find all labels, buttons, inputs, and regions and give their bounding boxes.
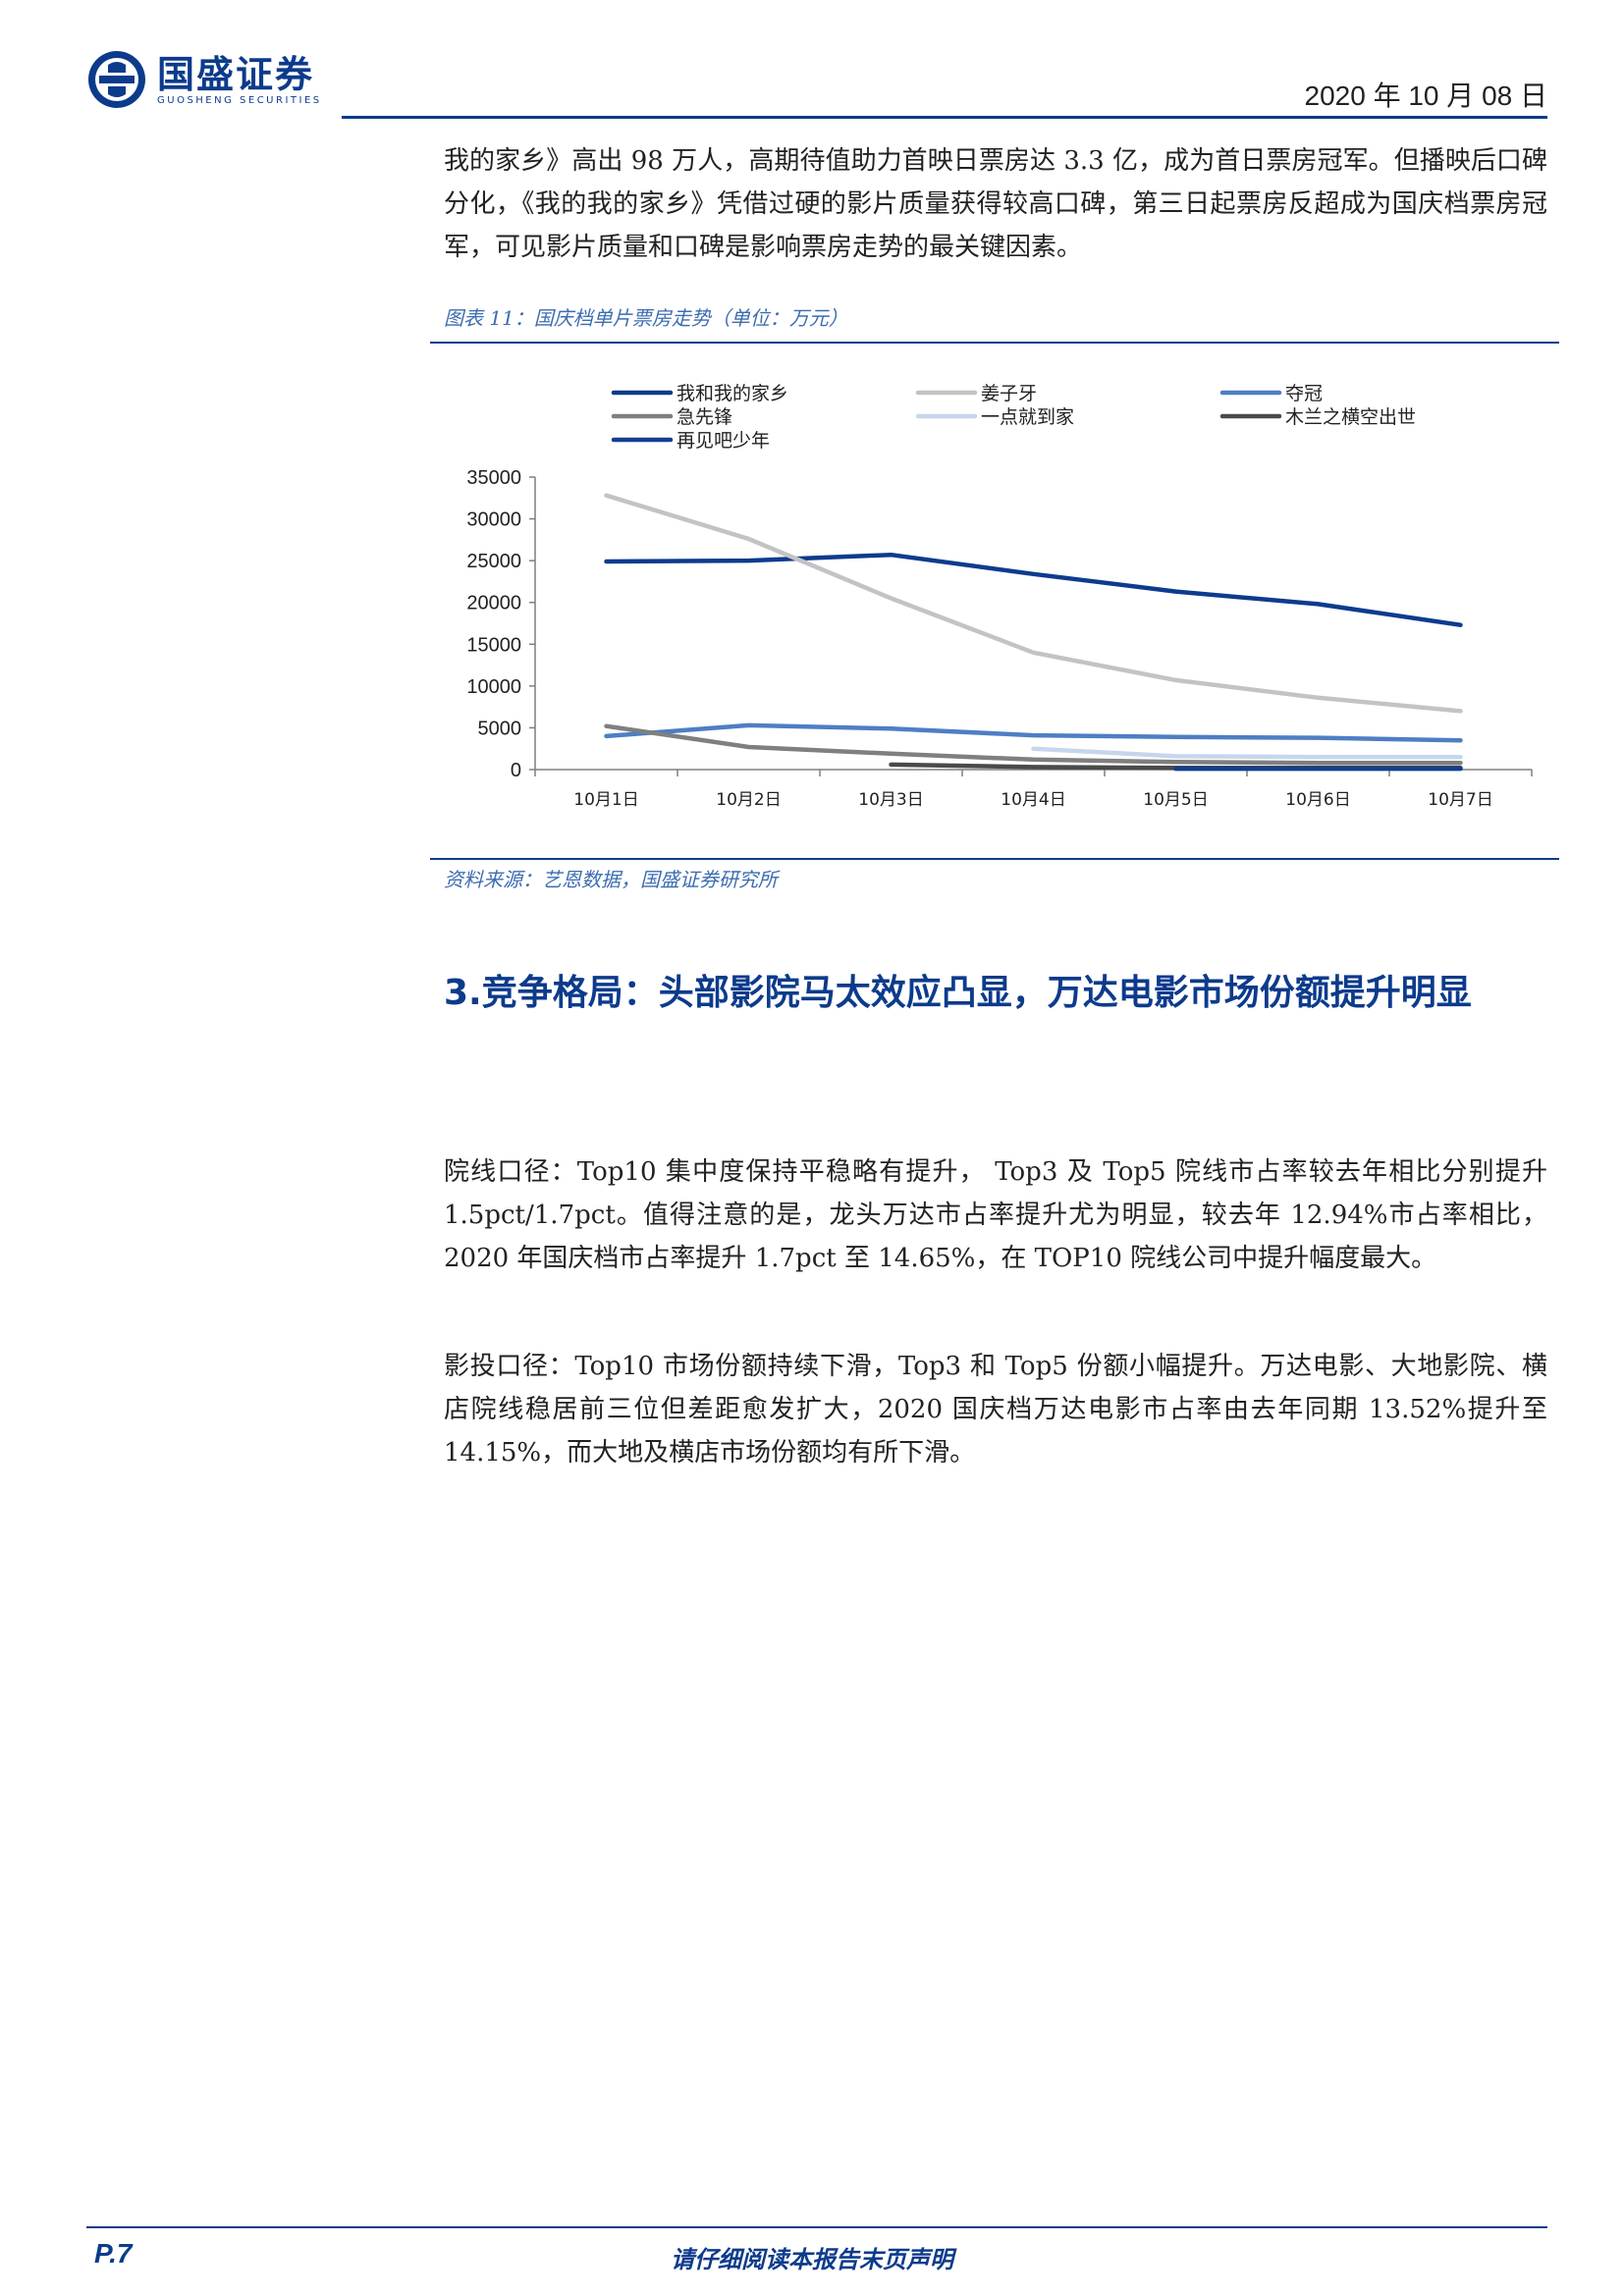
figure-title: 图表 11：国庆档单片票房走势（单位：万元） — [444, 306, 848, 330]
legend-label: 木兰之横空出世 — [1285, 406, 1416, 428]
chart-axes: 0 5000 10000 15000 20000 25000 30000 35000 10月1日… — [466, 467, 1533, 810]
theater-chain-paragraph: 院线口径：Top10 集中度保持平稳略有提升， Top3 及 Top5 院线市占… — [444, 1157, 1547, 1273]
series-line — [604, 552, 1463, 627]
legend-label: 夺冠 — [1285, 383, 1323, 404]
legend-label: 急先锋 — [677, 406, 732, 428]
x-tick-label: 10月7日 — [1428, 790, 1492, 810]
x-tick-label: 10月4日 — [1001, 790, 1065, 810]
page-number: P.7 — [94, 2238, 133, 2269]
page-header: 国盛证券 GUOSHENG SECURITIES 2020 年 10 月 08 … — [86, 49, 1547, 119]
company-logo: 国盛证券 GUOSHENG SECURITIES — [86, 49, 322, 110]
figure-source: 资料来源：艺恩数据，国盛证券研究所 — [444, 868, 778, 891]
cinema-investment-paragraph: 影投口径：Top10 市场份额持续下滑，Top3 和 Top5 份额小幅提升。万… — [444, 1352, 1547, 1468]
y-tick-label: 35000 — [466, 467, 521, 489]
series-line — [604, 493, 1463, 714]
y-tick-label: 10000 — [466, 676, 521, 698]
chart-series — [604, 493, 1463, 772]
y-tick-label: 15000 — [466, 634, 521, 656]
figure-bottom-rule — [430, 858, 1559, 860]
footer-disclaimer: 请仔细阅读本报告末页声明 — [671, 2245, 953, 2273]
x-tick-label: 10月1日 — [573, 790, 638, 810]
y-tick-label: 30000 — [466, 509, 521, 531]
y-tick-label: 25000 — [466, 551, 521, 572]
guosheng-logo-icon — [88, 51, 145, 108]
logo-chinese-name: 国盛证券 — [157, 52, 315, 96]
series-line — [604, 722, 1463, 743]
x-tick-label: 10月2日 — [716, 790, 781, 810]
y-tick-label: 5000 — [478, 718, 522, 739]
legend-label: 姜子牙 — [981, 383, 1037, 404]
header-divider — [342, 116, 1547, 119]
logo-english-name: GUOSHENG SECURITIES — [157, 94, 322, 106]
legend-label: 一点就到家 — [981, 406, 1074, 428]
legend-label: 再见吧少年 — [677, 430, 770, 452]
footer-divider — [86, 2226, 1547, 2228]
y-tick-label: 20000 — [466, 593, 521, 614]
section-heading: 3.竞争格局：头部影院马太效应凸显，万达电影市场份额提升明显 — [444, 973, 1472, 1013]
x-tick-label: 10月6日 — [1285, 790, 1350, 810]
x-tick-label: 10月3日 — [858, 790, 923, 810]
figure-top-rule — [430, 342, 1559, 344]
x-tick-label: 10月5日 — [1143, 790, 1208, 810]
series-line — [604, 723, 1463, 766]
legend-label: 我和我的家乡 — [677, 383, 788, 404]
intro-paragraph: 我的家乡》高出 98 万人，高期待值助力首映日票房达 3.3 亿，成为首日票房冠… — [444, 146, 1547, 262]
y-tick-label: 0 — [511, 760, 521, 781]
series-line — [1031, 746, 1463, 760]
report-date: 2020 年 10 月 08 日 — [1304, 80, 1547, 111]
